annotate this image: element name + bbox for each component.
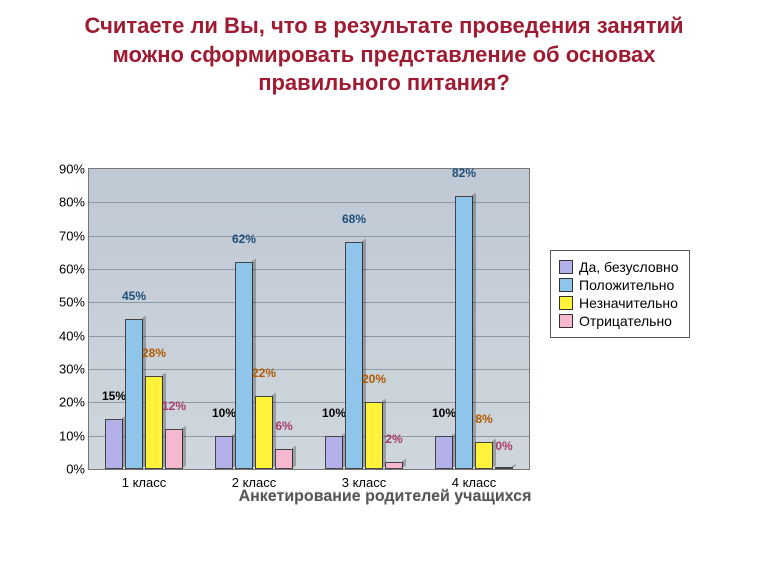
- legend: Да, безусловно Положительно Незначительно О…: [550, 250, 690, 338]
- bar: [495, 467, 513, 469]
- bar: [475, 442, 493, 469]
- y-axis-tick: 10%: [59, 428, 85, 443]
- legend-item: Положительно: [559, 277, 679, 293]
- legend-item: Отрицательно: [559, 313, 679, 329]
- bar-value-label: 82%: [452, 166, 476, 180]
- bar-value-label: 6%: [275, 419, 292, 433]
- legend-label: Положительно: [579, 277, 674, 293]
- y-axis-tick: 40%: [59, 328, 85, 343]
- bar-value-label: 45%: [122, 289, 146, 303]
- y-axis-tick: 0%: [66, 462, 85, 477]
- y-axis-tick: 80%: [59, 195, 85, 210]
- bar-value-label: 8%: [475, 412, 492, 426]
- y-axis-tick: 90%: [59, 162, 85, 177]
- bar: [275, 449, 293, 469]
- bar-value-label: 68%: [342, 212, 366, 226]
- y-axis-tick: 70%: [59, 228, 85, 243]
- bar-value-label: 2%: [385, 432, 402, 446]
- bar-value-label: 20%: [362, 372, 386, 386]
- bar: [145, 376, 163, 469]
- plot-area: 0%10%20%30%40%50%60%70%80%90%1 класс15%4…: [88, 168, 530, 470]
- legend-item: Да, безусловно: [559, 259, 679, 275]
- legend-swatch: [559, 296, 573, 310]
- bar: [435, 436, 453, 469]
- bar: [345, 242, 363, 469]
- bar: [365, 402, 383, 469]
- bar: [325, 436, 343, 469]
- bar: [455, 196, 473, 469]
- bar-value-label: 12%: [162, 399, 186, 413]
- bar: [255, 396, 273, 469]
- bar: [125, 319, 143, 469]
- legend-swatch: [559, 260, 573, 274]
- legend-swatch: [559, 314, 573, 328]
- bar-value-label: 0%: [495, 439, 512, 453]
- bar: [385, 462, 403, 469]
- bar-value-label: 10%: [322, 406, 346, 420]
- y-axis-tick: 60%: [59, 262, 85, 277]
- bar: [235, 262, 253, 469]
- bar-value-label: 10%: [212, 406, 236, 420]
- bar-value-label: 22%: [252, 366, 276, 380]
- y-axis-tick: 20%: [59, 395, 85, 410]
- legend-label: Отрицательно: [579, 313, 672, 329]
- bar-value-label: 10%: [432, 406, 456, 420]
- bar-value-label: 28%: [142, 346, 166, 360]
- bar-value-label: 15%: [102, 389, 126, 403]
- chart-subtitle: Анкетирование родителей учащихся: [40, 488, 730, 506]
- legend-label: Да, безусловно: [579, 259, 679, 275]
- legend-item: Незначительно: [559, 295, 679, 311]
- chart-title: Считаете ли Вы, что в результате проведе…: [0, 0, 768, 98]
- legend-label: Незначительно: [579, 295, 678, 311]
- legend-swatch: [559, 278, 573, 292]
- bar: [215, 436, 233, 469]
- chart-container: 0%10%20%30%40%50%60%70%80%90%1 класс15%4…: [40, 160, 730, 510]
- y-axis-tick: 50%: [59, 295, 85, 310]
- bar: [105, 419, 123, 469]
- bar-value-label: 62%: [232, 232, 256, 246]
- y-axis-tick: 30%: [59, 362, 85, 377]
- bar: [165, 429, 183, 469]
